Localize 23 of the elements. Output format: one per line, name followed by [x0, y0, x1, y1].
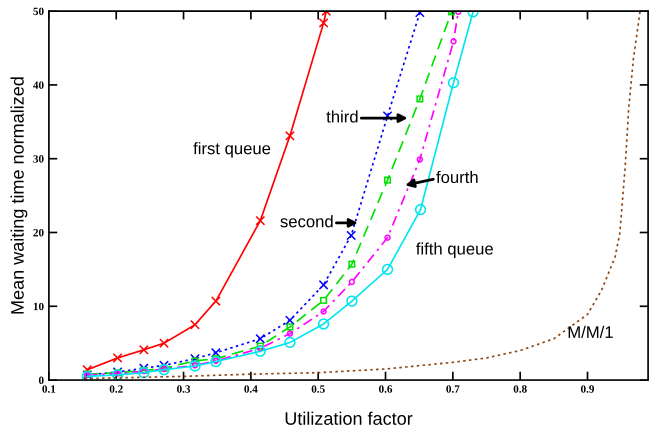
series-label: first queue — [193, 142, 270, 158]
series-label: M/M/1 — [568, 326, 613, 338]
x-tick-label: 0.7 — [446, 385, 460, 393]
y-tick-label: 50 — [33, 8, 44, 16]
y-tick-label: 20 — [33, 228, 44, 236]
annotation: fourth — [436, 170, 478, 184]
x-tick-label: 0.6 — [379, 385, 392, 393]
y-tick-label: 40 — [33, 81, 44, 89]
annotation: third — [326, 110, 358, 123]
x-tick-label: 0.1 — [42, 385, 56, 393]
x-tick-label: 0.2 — [110, 385, 123, 393]
y-tick-label: 10 — [34, 302, 44, 310]
y-tick-label: 0 — [38, 376, 44, 384]
series-label: fifth queue — [416, 242, 493, 258]
y-tick-label: 30 — [33, 155, 44, 163]
annotation: second — [280, 215, 333, 228]
y-axis-title: Mean waiting time normalized — [10, 77, 28, 314]
x-tick-label: 0.3 — [177, 385, 190, 393]
x-tick-label: 0.4 — [244, 385, 258, 393]
x-tick-label: 0.5 — [312, 385, 325, 393]
x-tick-label: 0.8 — [514, 385, 527, 393]
x-axis-title: Utilization factor — [286, 412, 412, 425]
x-tick-label: 0.9 — [580, 385, 594, 393]
